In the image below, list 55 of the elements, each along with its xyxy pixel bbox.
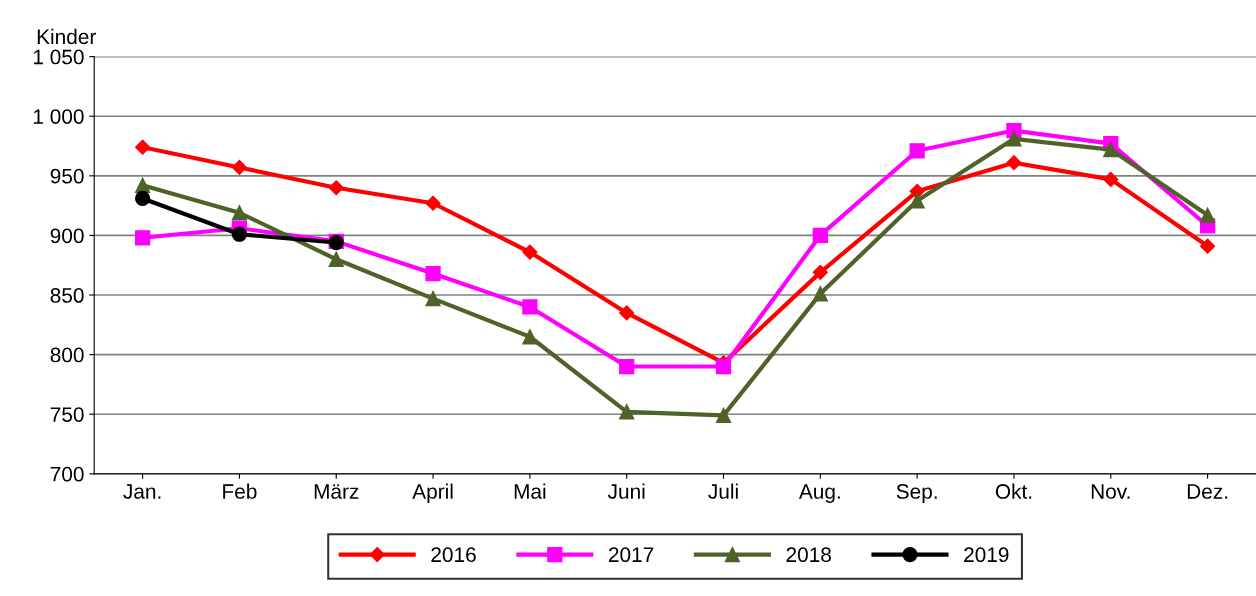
- y-axis-title: Kinder: [37, 28, 96, 45]
- point: [231, 226, 248, 242]
- point: [715, 358, 732, 375]
- x-tick-label: März: [314, 484, 359, 499]
- legend-label: 2017: [608, 547, 654, 563]
- point: [715, 407, 732, 424]
- point: [909, 143, 925, 159]
- point: [812, 227, 828, 244]
- point: [134, 230, 151, 246]
- y-tick-label: 850: [50, 288, 84, 303]
- y-tick-label: 900: [50, 228, 84, 244]
- legend-label: 2016: [431, 547, 476, 563]
- point: [134, 190, 151, 207]
- point: [909, 193, 925, 209]
- point: [425, 290, 441, 307]
- x-tick-label: April: [412, 483, 453, 503]
- point: [328, 180, 344, 196]
- point: [522, 329, 538, 345]
- point: [135, 139, 151, 155]
- x-tick-label: Aug.: [798, 484, 840, 503]
- y-tick-label: 950: [50, 168, 84, 184]
- point: [425, 195, 441, 211]
- point: [522, 244, 538, 260]
- x-tick-label: Juli: [708, 483, 738, 499]
- x-tick-label: Sep.: [896, 484, 937, 503]
- point: [812, 264, 828, 280]
- x-tick-label: Feb: [223, 483, 257, 499]
- y-tick-label: 1 000: [33, 109, 84, 124]
- y-tick-label: 800: [50, 347, 84, 363]
- x-tick-label: Mai: [514, 483, 546, 499]
- y-tick-label: 700: [50, 466, 84, 482]
- point: [1103, 141, 1119, 158]
- point: [522, 299, 538, 315]
- y-tick-label: 750: [50, 407, 84, 422]
- legend-label: 2018: [786, 547, 831, 563]
- point: [619, 305, 635, 321]
- point: [231, 159, 247, 176]
- point: [1006, 155, 1022, 171]
- x-tick-label: Okt.: [995, 483, 1032, 499]
- point: [1103, 171, 1119, 187]
- point: [425, 265, 441, 282]
- x-tick-label: Nov.: [1091, 484, 1130, 499]
- point: [812, 286, 828, 302]
- point: [619, 404, 635, 420]
- x-tick-label: Jan.: [123, 484, 161, 499]
- point: [1200, 238, 1216, 254]
- y-tick-label: 1 050: [33, 49, 84, 65]
- point: [328, 251, 344, 267]
- point: [1006, 131, 1022, 147]
- point: [619, 358, 635, 375]
- point: [231, 205, 248, 221]
- point: [1199, 207, 1216, 223]
- x-tick-label: Juni: [607, 483, 645, 499]
- x-tick-label: Dez.: [1187, 484, 1228, 499]
- legend-label: 2019: [964, 547, 1009, 563]
